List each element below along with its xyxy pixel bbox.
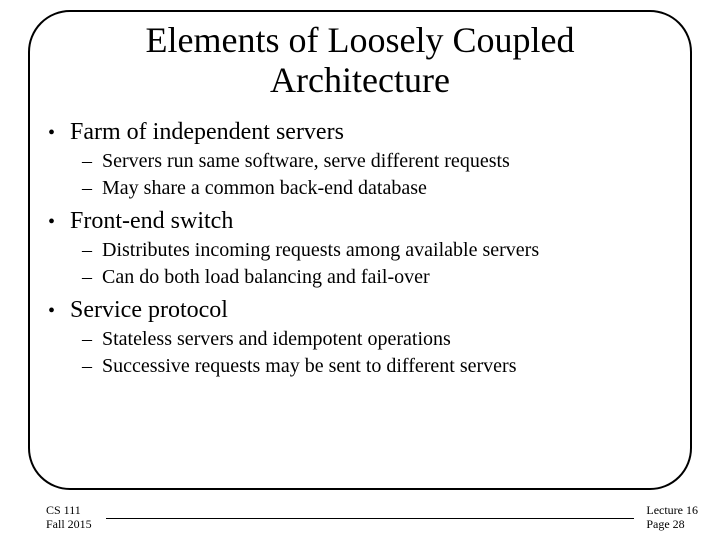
bullet-level1: • Front-end switch	[48, 208, 678, 235]
bullet-text: Distributes incoming requests among avai…	[102, 239, 539, 262]
bullet-dash-icon: –	[82, 266, 102, 289]
title-line-1: Elements of Loosely Coupled	[146, 20, 575, 60]
footer-term: Fall 2015	[46, 518, 92, 532]
footer-lecture: Lecture 16	[646, 504, 698, 518]
bullet-text: Service protocol	[70, 297, 228, 324]
bullet-text: May share a common back-end database	[102, 177, 427, 200]
footer-page: Page 28	[646, 518, 698, 532]
bullet-dash-icon: –	[82, 177, 102, 200]
bullet-dash-icon: –	[82, 150, 102, 173]
bullet-dash-icon: –	[82, 355, 102, 378]
slide-frame: Elements of Loosely Coupled Architecture…	[28, 10, 692, 490]
bullet-level2: – Successive requests may be sent to dif…	[82, 355, 678, 378]
bullet-dot-icon: •	[48, 300, 70, 323]
bullet-level2: – Distributes incoming requests among av…	[82, 239, 678, 262]
bullet-text: Stateless servers and idempotent operati…	[102, 328, 451, 351]
slide-footer: CS 111 Fall 2015 Lecture 16 Page 28	[46, 504, 698, 532]
footer-right: Lecture 16 Page 28	[640, 504, 698, 532]
bullet-dot-icon: •	[48, 211, 70, 234]
bullet-level2: – May share a common back-end database	[82, 177, 678, 200]
footer-divider	[106, 518, 635, 519]
bullet-level2: – Can do both load balancing and fail-ov…	[82, 266, 678, 289]
bullet-text: Servers run same software, serve differe…	[102, 150, 510, 173]
bullet-level2: – Servers run same software, serve diffe…	[82, 150, 678, 173]
bullet-dash-icon: –	[82, 239, 102, 262]
bullet-level1: • Service protocol	[48, 297, 678, 324]
bullet-dot-icon: •	[48, 122, 70, 145]
title-line-2: Architecture	[270, 60, 450, 100]
bullet-level2: – Stateless servers and idempotent opera…	[82, 328, 678, 351]
bullet-text: Can do both load balancing and fail-over	[102, 266, 430, 289]
footer-course: CS 111	[46, 504, 92, 518]
bullet-dash-icon: –	[82, 328, 102, 351]
slide-content: • Farm of independent servers – Servers …	[30, 119, 690, 378]
slide-title: Elements of Loosely Coupled Architecture	[30, 12, 690, 111]
bullet-text: Front-end switch	[70, 208, 233, 235]
bullet-text: Farm of independent servers	[70, 119, 344, 146]
footer-left: CS 111 Fall 2015	[46, 504, 100, 532]
bullet-level1: • Farm of independent servers	[48, 119, 678, 146]
bullet-text: Successive requests may be sent to diffe…	[102, 355, 517, 378]
